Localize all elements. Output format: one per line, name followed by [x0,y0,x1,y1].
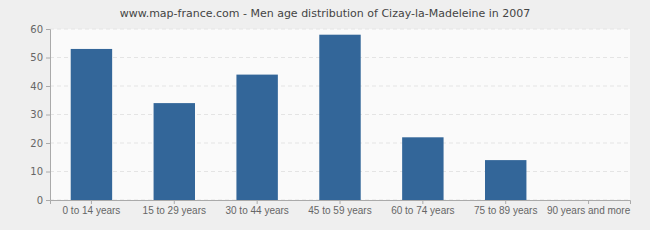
y-tick: 40 [30,81,50,92]
x-tick-label: 45 to 59 years [308,205,371,216]
x-tick: 60 to 74 years [391,200,454,216]
x-tick: 75 to 89 years [474,200,537,216]
y-tick-label: 40 [30,81,43,92]
background [0,0,650,230]
title: www.map-france.com - Men age distributio… [120,7,531,20]
y-tick-mark [46,29,50,30]
x-tick: 30 to 44 years [225,200,288,216]
y-tick-label: 10 [30,166,43,177]
y-tick-mark [46,200,50,201]
y-tick: 30 [30,109,50,120]
y-tick-label: 20 [30,138,43,149]
y-tick-mark [46,86,50,87]
x-tick-label: 60 to 74 years [391,205,454,216]
grid-line [50,29,630,30]
y-tick-label: 50 [30,52,43,63]
x-tick-mark [588,200,589,204]
x-tick: 15 to 29 years [143,200,206,216]
y-tick-mark [46,115,50,116]
x-tick-label: 75 to 89 years [474,205,537,216]
y-tick: 0 [37,195,50,206]
x-tick-label: 15 to 29 years [143,205,206,216]
x-tick-label: 0 to 14 years [63,205,121,216]
chart: www.map-france.com - Men age distributio… [0,0,650,230]
x-tick: 90 years and more [547,200,631,216]
x-tick-mark [505,200,506,204]
x-axis-line [51,201,631,205]
x-tick-label: 30 to 44 years [225,205,288,216]
x-tick-mark [422,200,423,204]
y-tick-label: 60 [30,24,43,35]
x-tick-mark [174,200,175,204]
y-axis: 0 10 20 30 40 50 60 [30,24,50,206]
y-tick-label: 0 [37,195,43,206]
bar [485,160,526,200]
grid [50,29,630,200]
x-tick: 0 to 14 years [63,200,121,216]
y-axis-line [46,30,51,201]
bar [154,103,195,200]
y-tick-label: 30 [30,109,43,120]
bars [71,35,527,200]
y-tick: 60 [30,24,50,35]
bar [236,75,277,200]
bar [319,35,360,200]
bar [71,49,112,200]
x-tick-mark [340,200,341,204]
x-tick: 45 to 59 years [308,200,371,216]
y-tick: 20 [30,138,50,149]
y-tick-mark [46,58,50,59]
y-tick-mark [46,172,50,173]
plot-area [50,29,630,200]
x-axis: 0 to 14 years 15 to 29 years 30 to 44 year… [51,200,631,216]
x-tick-mark [91,200,92,204]
x-tick-mark [257,200,258,204]
bar [402,137,443,200]
y-tick-mark [46,143,50,144]
bar [568,200,609,201]
y-tick: 50 [30,52,50,63]
y-tick: 10 [30,166,50,177]
plot: 0 10 20 30 40 50 60 0 to 14 years 15 to 29 years… [30,24,630,216]
x-tick-label: 90 years and more [547,205,631,216]
